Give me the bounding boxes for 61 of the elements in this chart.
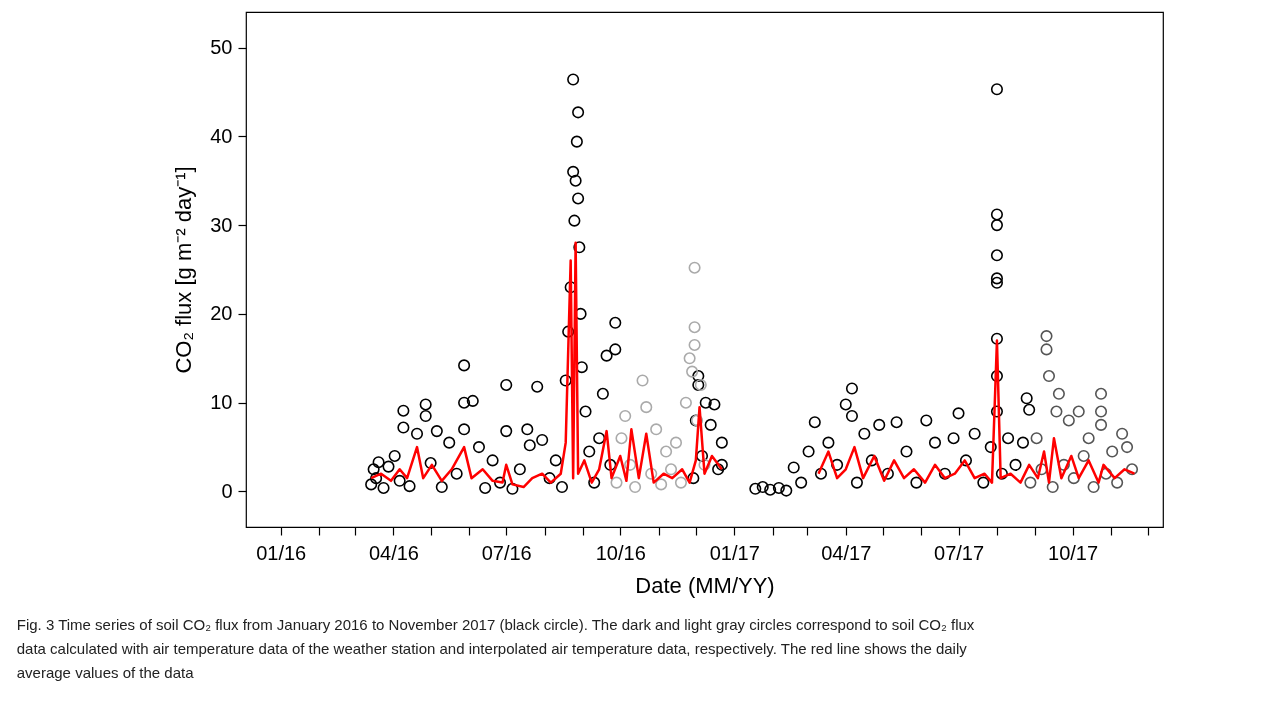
point: [1046, 481, 1059, 494]
x-axis-title: Date (MM/YY): [635, 572, 775, 598]
point: [636, 374, 649, 387]
point: [1087, 481, 1100, 494]
y-tick-label: 40: [210, 124, 233, 147]
point: [1062, 414, 1075, 427]
point: [674, 476, 687, 489]
point: [1111, 476, 1124, 489]
point: [683, 352, 696, 365]
x-tick-label: 07/16: [481, 541, 532, 564]
point: [629, 481, 642, 494]
y-axis-title: CO₂ flux [g m⁻² day⁻¹]: [171, 166, 197, 374]
point: [688, 261, 701, 274]
point: [660, 445, 673, 458]
point: [1030, 432, 1043, 445]
point: [615, 432, 628, 445]
point: [645, 467, 658, 480]
point: [1067, 472, 1080, 485]
x-tick-label: 07/17: [934, 541, 985, 564]
point: [698, 458, 711, 471]
point: [1042, 370, 1056, 383]
point: [1116, 427, 1129, 440]
point: [688, 338, 701, 352]
point: [1082, 432, 1095, 445]
point: [1035, 463, 1048, 476]
point: [1125, 463, 1139, 476]
x-tick-label: 10/16: [595, 541, 646, 564]
x-tick-label: 10/17: [1048, 541, 1099, 564]
x-tick-label: 01/17: [709, 541, 760, 564]
point: [1052, 387, 1065, 400]
point: [1040, 330, 1053, 343]
point: [1040, 343, 1053, 356]
point: [1095, 387, 1108, 400]
y-tick-label: 0: [221, 479, 233, 502]
point: [1095, 405, 1108, 418]
caption: Fig. 3 Time series of soil CO₂ flux from January 2016 to November 2017 (black circle). The dark and light gray circles correspond to soil CO₂ flux data calculated with air temperature data of the weather station and interpolated air temperature data, respectively. The red line shows the daily average values of the data: [16, 616, 975, 681]
x-tick-label: 01/16: [256, 541, 307, 564]
point: [688, 321, 701, 334]
y-tick-label: 10: [210, 391, 233, 414]
point: [655, 478, 668, 491]
point: [679, 396, 692, 409]
point: [1095, 418, 1108, 431]
y-tick-label: 50: [210, 36, 233, 59]
point: [610, 476, 623, 489]
point: [1050, 405, 1063, 418]
y-tick-label: 20: [210, 302, 233, 325]
point: [1121, 441, 1134, 454]
point: [669, 436, 683, 449]
point: [1072, 405, 1085, 418]
x-tick-label: 04/17: [821, 541, 872, 564]
y-tick-label: 30: [210, 213, 233, 236]
point: [650, 423, 663, 436]
point: [640, 401, 653, 414]
point: [665, 463, 678, 476]
x-tick-label: 04/16: [368, 541, 419, 564]
point: [619, 409, 632, 423]
point: [1077, 449, 1090, 462]
point: [1024, 476, 1037, 489]
point: [686, 365, 699, 378]
point: [624, 458, 637, 471]
point: [1106, 445, 1119, 458]
